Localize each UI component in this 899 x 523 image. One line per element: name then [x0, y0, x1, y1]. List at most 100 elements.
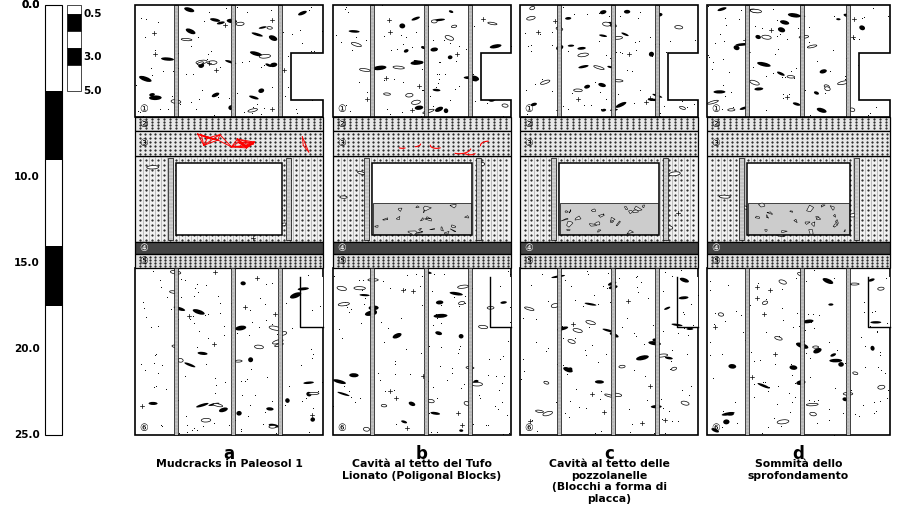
Point [503, 270, 518, 278]
Point [303, 345, 317, 354]
Point [798, 86, 813, 95]
Bar [520, 156, 698, 242]
Point [265, 320, 280, 328]
Point [822, 416, 836, 424]
Ellipse shape [838, 81, 850, 85]
Text: ①: ① [711, 104, 720, 114]
Text: ②: ② [524, 119, 533, 129]
Point [822, 337, 836, 346]
Point [158, 384, 173, 393]
Ellipse shape [250, 51, 263, 56]
Ellipse shape [337, 392, 350, 396]
Ellipse shape [621, 32, 628, 36]
Ellipse shape [679, 296, 689, 299]
Ellipse shape [266, 407, 273, 411]
Ellipse shape [354, 287, 365, 290]
Point [253, 294, 267, 303]
Bar [557, 5, 561, 117]
Point [213, 299, 227, 308]
Bar [333, 5, 511, 117]
Point [549, 398, 564, 406]
Bar [370, 268, 374, 435]
Point [306, 349, 320, 358]
Point [788, 379, 803, 387]
Bar [45, 91, 62, 160]
Point [171, 315, 185, 324]
Point [465, 284, 479, 292]
Point [830, 345, 844, 354]
Point [218, 331, 232, 339]
Point [827, 12, 841, 20]
Ellipse shape [563, 367, 573, 372]
Point [463, 103, 477, 111]
Ellipse shape [728, 364, 736, 369]
Point [458, 292, 473, 301]
Point [783, 67, 797, 75]
Text: 0.0: 0.0 [22, 0, 40, 10]
Ellipse shape [824, 87, 830, 90]
Bar [707, 268, 890, 435]
Bar [373, 203, 471, 234]
Point [743, 347, 758, 356]
Point [138, 15, 153, 23]
Point [352, 77, 367, 86]
Point [759, 106, 773, 114]
Point [387, 370, 402, 378]
Ellipse shape [544, 381, 548, 384]
Bar [45, 5, 62, 435]
Text: ⑥: ⑥ [524, 423, 533, 434]
Point [557, 276, 572, 284]
Point [172, 429, 186, 438]
Point [718, 92, 733, 100]
Ellipse shape [488, 97, 496, 102]
Point [488, 65, 503, 74]
Ellipse shape [807, 45, 817, 48]
Polygon shape [416, 206, 419, 208]
Point [880, 319, 895, 327]
Point [503, 70, 518, 78]
Ellipse shape [412, 100, 421, 105]
Bar [800, 5, 805, 117]
Point [703, 350, 717, 359]
Ellipse shape [196, 403, 209, 407]
Point [263, 5, 278, 14]
Point [161, 105, 175, 113]
Point [603, 298, 618, 306]
Point [778, 73, 792, 82]
Point [851, 412, 866, 420]
Point [425, 287, 440, 295]
Point [493, 282, 507, 290]
Ellipse shape [530, 6, 535, 10]
Point [797, 325, 812, 334]
Point [782, 389, 797, 397]
Point [623, 428, 637, 436]
Point [761, 383, 776, 391]
Text: a: a [224, 445, 235, 463]
Point [366, 103, 380, 111]
Text: Cavità al tetto del Tufo
Lionato (Poligonal Blocks): Cavità al tetto del Tufo Lionato (Poligo… [343, 459, 502, 481]
Point [563, 397, 577, 405]
Ellipse shape [714, 90, 725, 94]
Point [810, 56, 824, 65]
Point [605, 337, 619, 345]
Point [444, 369, 458, 377]
Point [171, 63, 185, 72]
Ellipse shape [340, 196, 347, 198]
Point [493, 355, 507, 363]
Point [200, 54, 214, 63]
Point [790, 24, 805, 32]
Point [451, 345, 466, 353]
Point [355, 286, 369, 294]
Bar [551, 158, 556, 241]
Point [796, 408, 810, 416]
Ellipse shape [236, 326, 246, 331]
Point [838, 72, 852, 80]
Bar [668, 53, 698, 99]
Ellipse shape [429, 201, 436, 205]
Ellipse shape [149, 96, 162, 100]
Ellipse shape [611, 393, 622, 396]
Bar [747, 163, 850, 235]
Point [655, 326, 670, 335]
Point [646, 429, 661, 437]
Ellipse shape [148, 402, 157, 405]
